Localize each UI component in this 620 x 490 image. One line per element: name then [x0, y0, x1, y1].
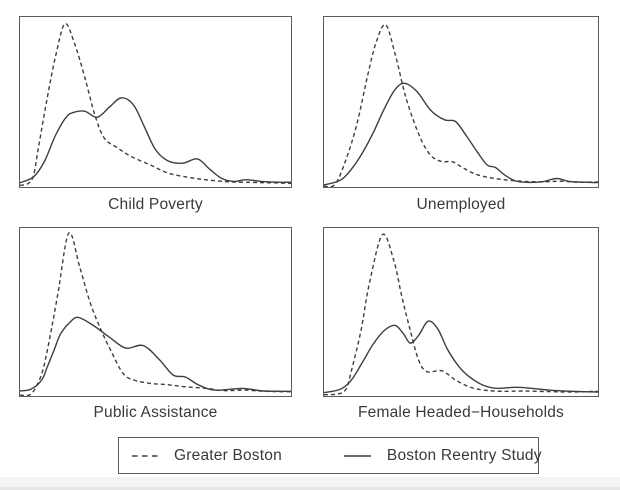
- panel-title-public-assistance: Public Assistance: [93, 404, 218, 421]
- chart-canvas-child-poverty: [20, 22, 291, 186]
- panel-title-unemployed: Unemployed: [416, 196, 506, 213]
- dashed-line-sample-icon: [132, 454, 158, 457]
- panel-child-poverty: [19, 16, 292, 188]
- greater-boston-curve: [324, 233, 598, 396]
- panel-female-headed-households: [323, 227, 599, 397]
- chart-canvas-public-assistance: [20, 232, 291, 396]
- boston-reentry-study-curve: [20, 316, 291, 392]
- legend: Greater Boston Boston Reentry Study: [118, 437, 542, 474]
- chart-canvas-female-headed-households: [324, 233, 598, 396]
- panel-title-female-headed-households: Female Headed−Households: [358, 404, 564, 421]
- greater-boston-curve: [324, 23, 598, 187]
- chart-canvas-unemployed: [324, 23, 598, 187]
- boston-reentry-study-curve: [20, 97, 291, 184]
- footer-band-edge: [0, 487, 620, 490]
- greater-boston-curve: [20, 232, 291, 396]
- legend-item-greater-boston: Greater Boston: [132, 447, 282, 465]
- greater-boston-curve: [20, 22, 291, 186]
- legend-label-greater-boston: Greater Boston: [174, 446, 282, 464]
- panel-unemployed: [323, 16, 599, 188]
- panel-title-child-poverty: Child Poverty: [108, 196, 203, 213]
- solid-line-sample-icon: [343, 454, 371, 457]
- boston-reentry-study-curve: [324, 320, 598, 394]
- footer-band: [0, 477, 620, 490]
- legend-item-boston-reentry-study: Boston Reentry Study: [343, 446, 542, 465]
- legend-label-boston-reentry-study: Boston Reentry Study: [386, 446, 542, 464]
- boston-reentry-study-curve: [324, 82, 598, 186]
- panel-public-assistance: [19, 227, 292, 397]
